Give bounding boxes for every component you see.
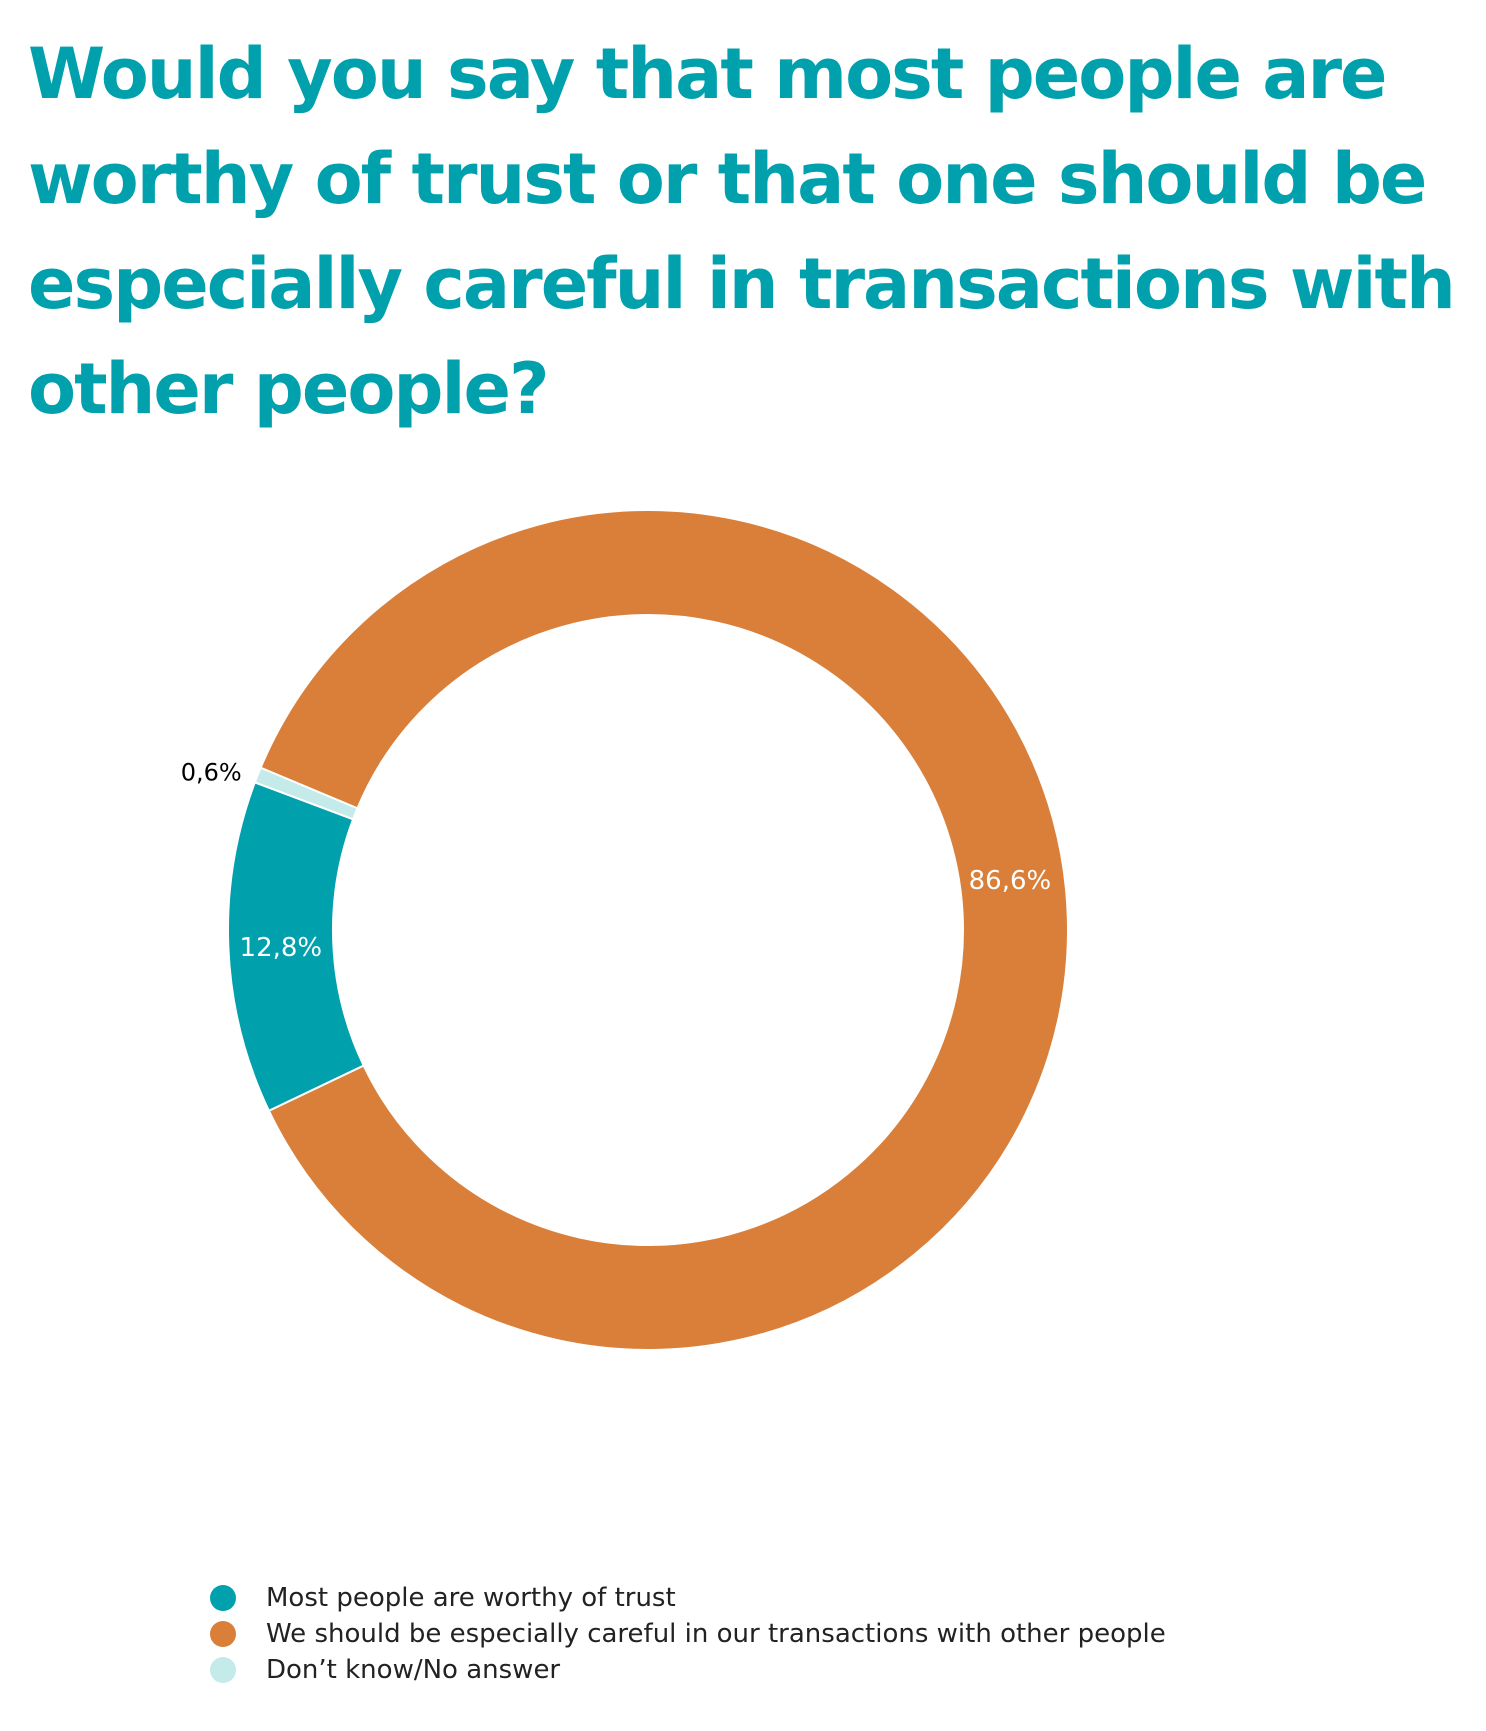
legend-item-trust: Most people are worthy of trust	[210, 1580, 1470, 1616]
legend-label-trust: Most people are worthy of trust	[266, 1583, 676, 1613]
data-label-trust: 12,8%	[240, 933, 323, 963]
donut-slice-careful	[259, 509, 1069, 1351]
legend-swatch-dont-know	[210, 1657, 236, 1683]
legend-swatch-careful	[210, 1621, 236, 1647]
data-label-careful: 86,6%	[969, 866, 1052, 896]
data-label-dont-know: 0,6%	[181, 759, 242, 787]
legend: Most people are worthy of trust We shoul…	[210, 1580, 1470, 1688]
legend-label-dont-know: Don’t know/No answer	[266, 1655, 561, 1685]
legend-label-careful: We should be especially careful in our t…	[266, 1619, 1166, 1649]
legend-item-careful: We should be especially careful in our t…	[210, 1616, 1470, 1652]
legend-item-dont-know: Don’t know/No answer	[210, 1652, 1470, 1688]
chart-title: Would you say that most people are worth…	[28, 33, 1456, 430]
legend-swatch-trust	[210, 1585, 236, 1611]
